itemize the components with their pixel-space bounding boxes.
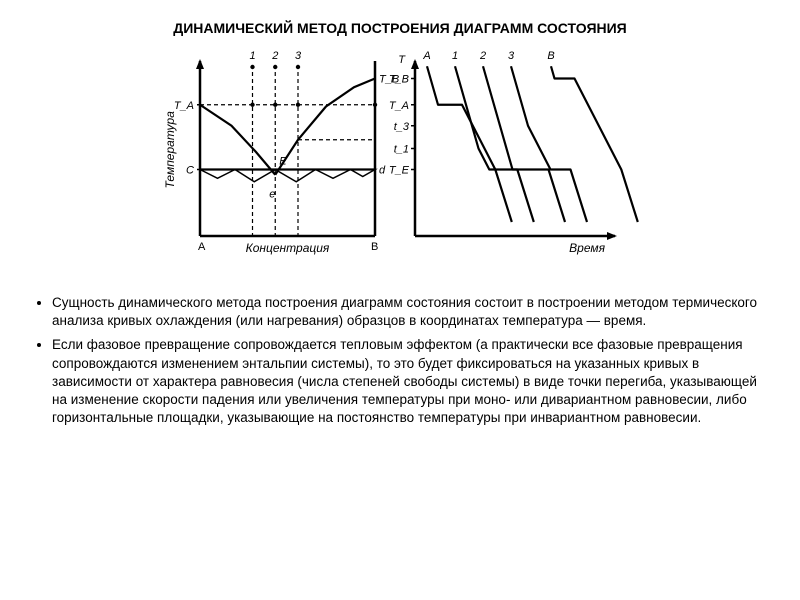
svg-text:Концентрация: Концентрация — [246, 241, 330, 255]
svg-text:Время: Время — [569, 241, 605, 255]
svg-text:d: d — [379, 165, 386, 177]
figure-container: 1 2 3 Ee T_A C T_Bd A B Концентрация Температура T T… — [40, 46, 760, 276]
bullet-1: Сущность динамического метода построения… — [52, 294, 760, 330]
phase-diagram-figure: 1 2 3 Ee T_A C T_Bd A B Концентрация Температура T T… — [160, 46, 640, 276]
svg-text:B: B — [547, 50, 554, 62]
svg-text:A: A — [198, 241, 206, 253]
svg-text:t_3: t_3 — [394, 121, 410, 133]
svg-text:B: B — [371, 241, 378, 253]
svg-text:2: 2 — [479, 50, 486, 62]
svg-text:1: 1 — [452, 50, 458, 62]
page-title: ДИНАМИЧЕСКИЙ МЕТОД ПОСТРОЕНИЯ ДИАГРАММ С… — [40, 20, 760, 36]
description-list: Сущность динамического метода построения… — [40, 294, 760, 428]
svg-text:3: 3 — [295, 50, 302, 62]
svg-text:2: 2 — [271, 50, 278, 62]
svg-text:E: E — [279, 155, 287, 167]
svg-text:A: A — [422, 50, 430, 62]
svg-text:T_E: T_E — [389, 165, 410, 177]
svg-text:T_A: T_A — [389, 100, 409, 112]
svg-text:e: e — [269, 188, 275, 200]
bullet-2: Если фазовое превращение сопровождается … — [52, 336, 760, 427]
svg-text:T_A: T_A — [174, 100, 194, 112]
svg-text:3: 3 — [508, 50, 515, 62]
svg-text:T_B: T_B — [389, 74, 409, 86]
svg-text:1: 1 — [249, 50, 255, 62]
svg-text:Температура: Температура — [163, 111, 177, 189]
svg-text:T: T — [398, 54, 406, 66]
svg-text:t_1: t_1 — [394, 144, 409, 156]
svg-text:C: C — [186, 165, 194, 177]
